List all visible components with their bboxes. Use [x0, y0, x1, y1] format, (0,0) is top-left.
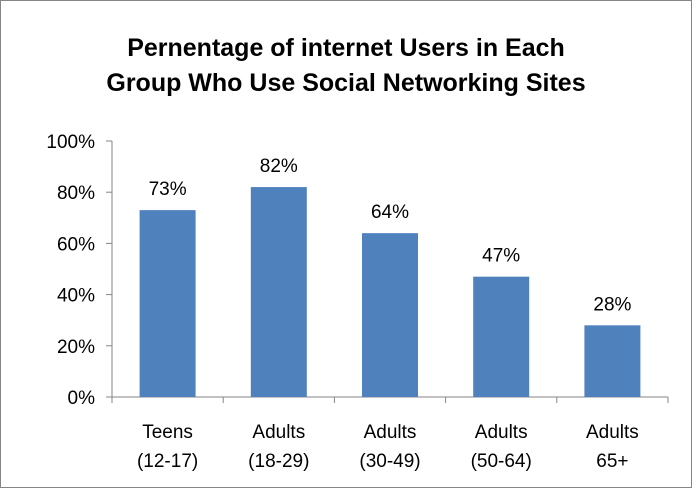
data-label: 82%: [260, 156, 298, 177]
data-label: 64%: [371, 202, 409, 223]
x-category-label: (30-49): [359, 451, 420, 472]
y-tick-label: 0%: [68, 388, 96, 409]
bar: [250, 187, 307, 397]
chart-title-line-1: Pernentage of internet Users in Each: [127, 34, 565, 62]
y-tick-label: 80%: [57, 183, 95, 204]
data-label: 28%: [593, 294, 631, 315]
bar: [473, 276, 530, 397]
x-category-label: (50-64): [471, 451, 532, 472]
data-label: 47%: [482, 246, 520, 267]
x-category-label: Adults: [586, 422, 639, 443]
chart-title-line-2: Group Who Use Social Networking Sites: [106, 69, 586, 97]
chart-title: Pernentage of internet Users in Each Gro…: [1, 31, 691, 101]
bar: [139, 210, 196, 397]
x-category-label: Adults: [364, 422, 417, 443]
data-label: 73%: [149, 179, 187, 200]
y-tick-label: 100%: [46, 132, 95, 153]
y-tick-label: 40%: [57, 286, 95, 307]
x-category-label: 65+: [596, 451, 628, 472]
y-tick-label: 20%: [57, 337, 95, 358]
bar: [362, 233, 418, 397]
x-category-label: Adults: [475, 422, 528, 443]
x-category-label: (18-29): [248, 451, 309, 472]
x-category-label: (12-17): [137, 451, 198, 472]
x-category-label: Adults: [252, 422, 305, 443]
y-tick-label: 60%: [57, 234, 95, 255]
bar: [584, 325, 641, 397]
x-category-label: Teens: [142, 422, 193, 443]
